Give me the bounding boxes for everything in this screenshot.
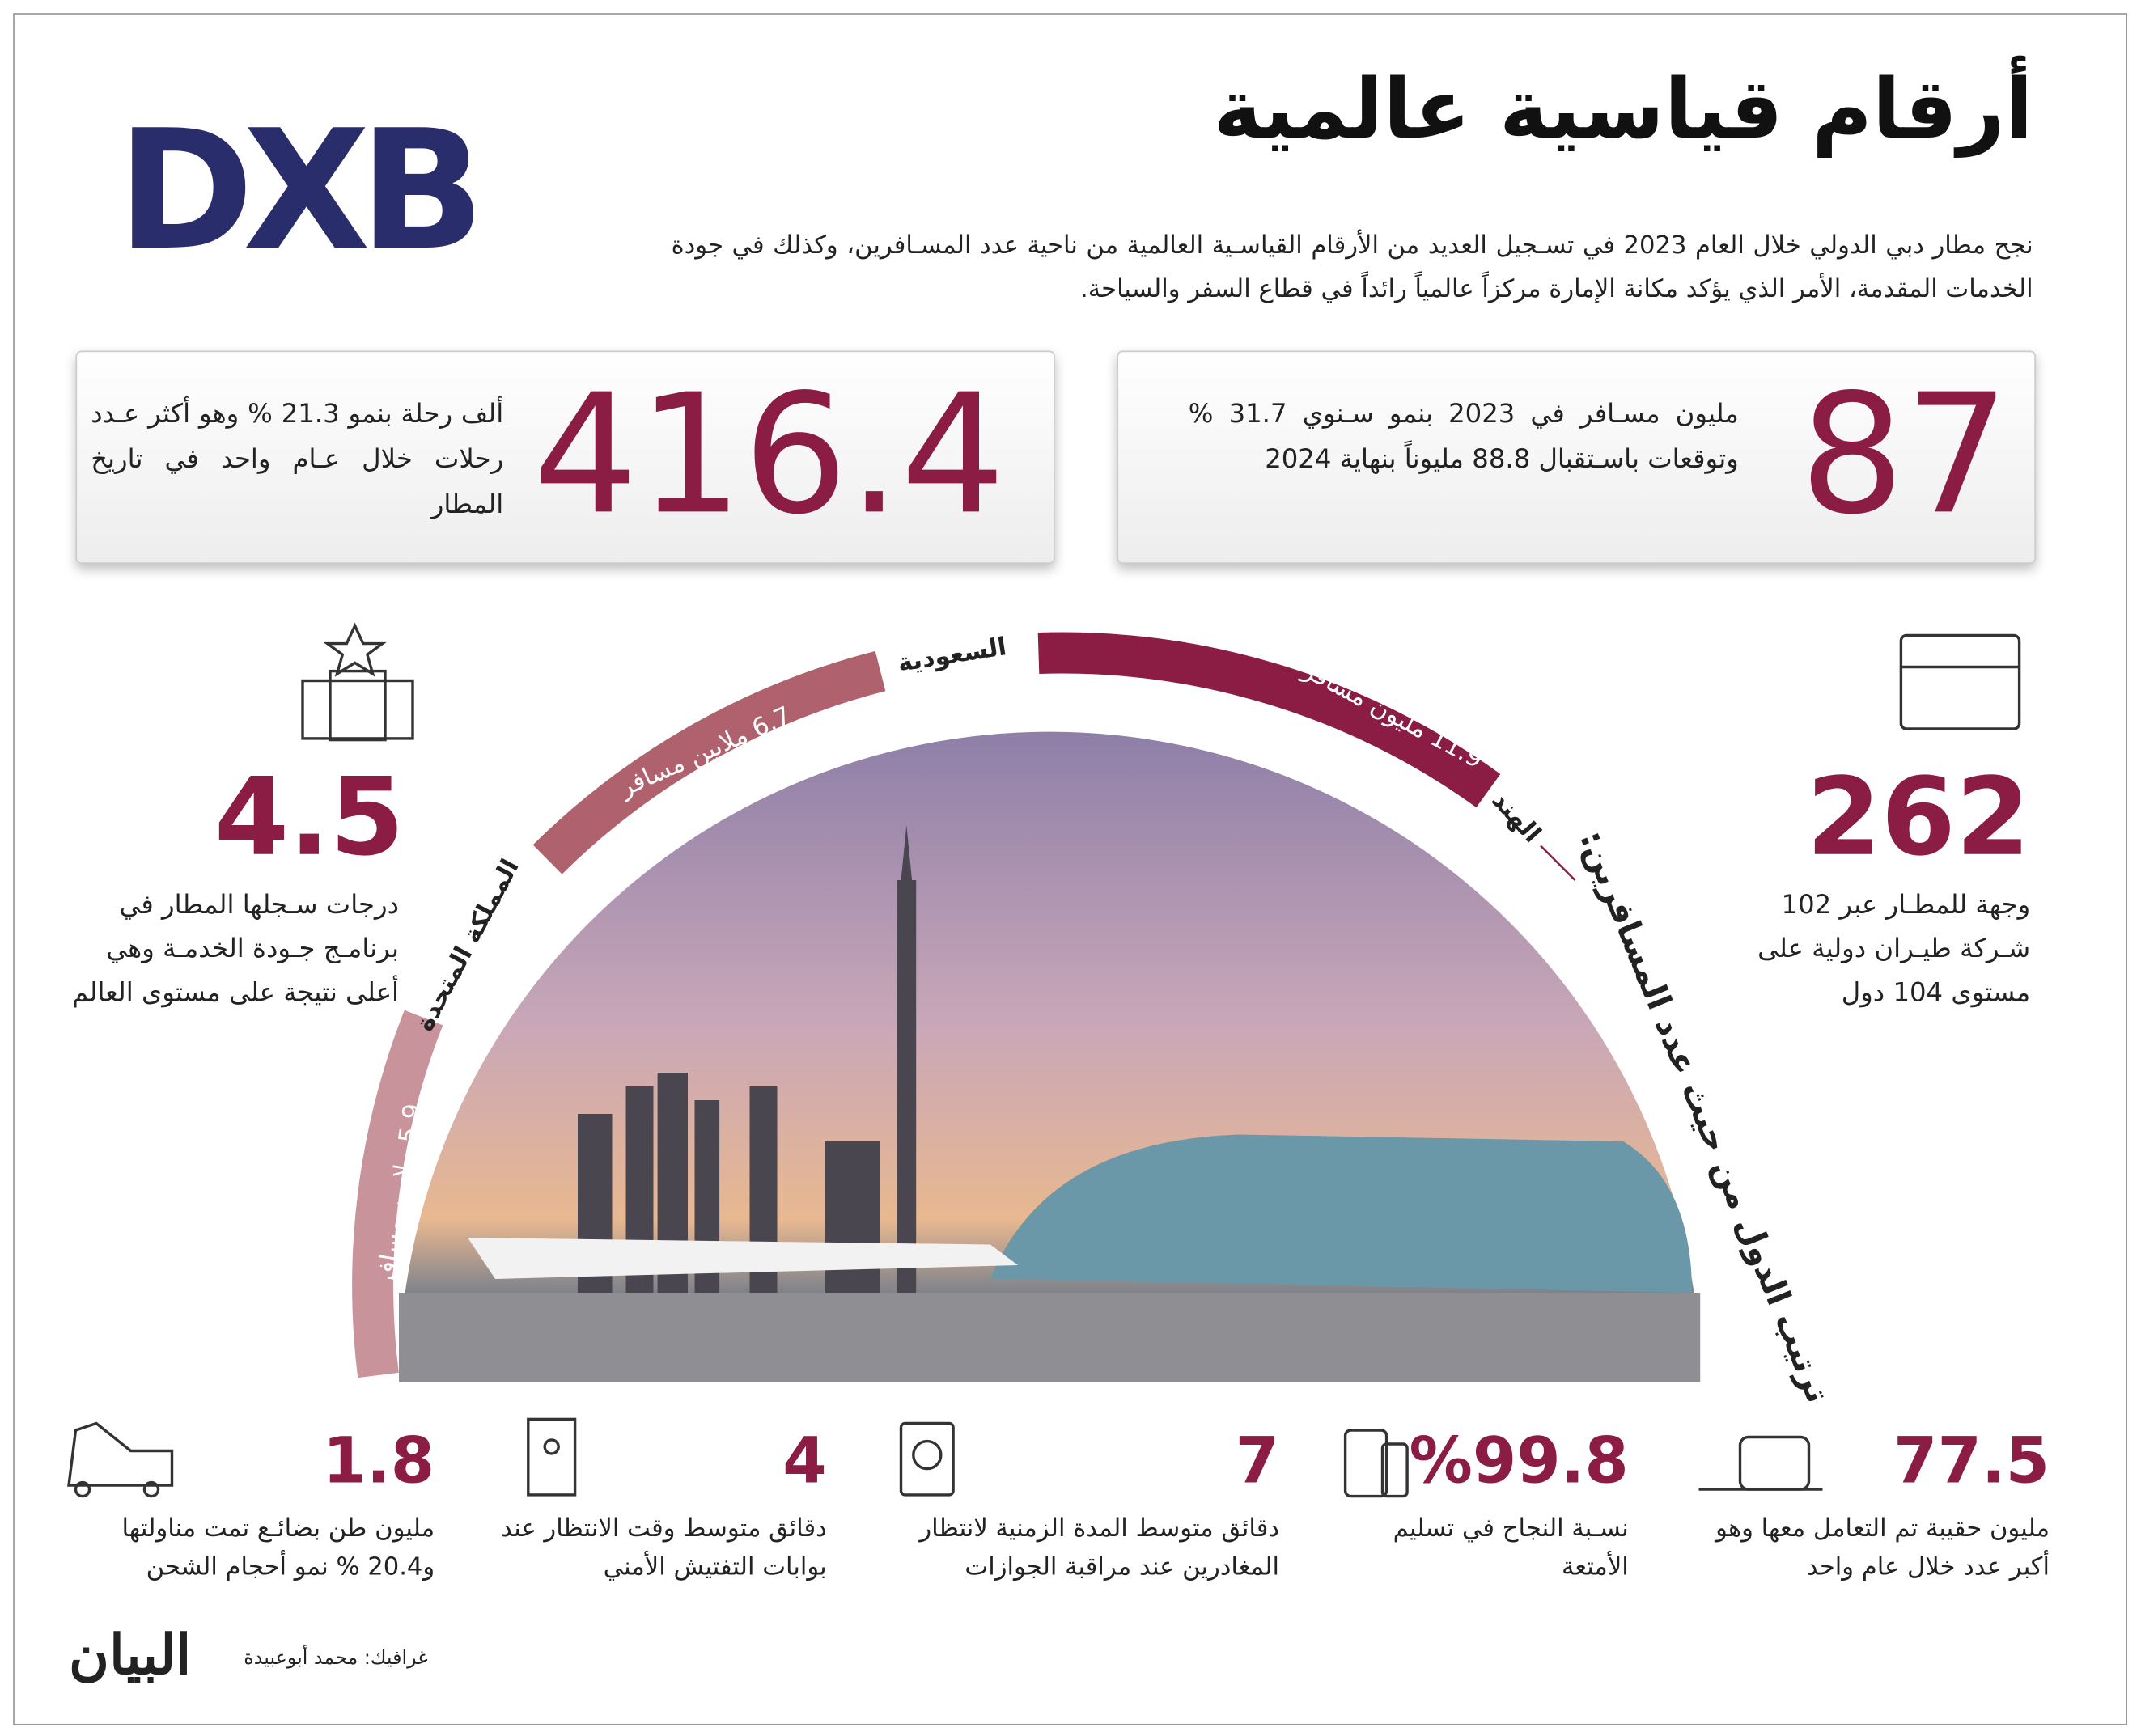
stat-text: دقائق متوسط وقت الانتظار عند بوابات التف… bbox=[501, 1514, 827, 1581]
border bbox=[13, 13, 2128, 1725]
brand: البيان bbox=[69, 1623, 192, 1687]
highlight-value: 416.4 bbox=[532, 360, 1006, 552]
arc-india bbox=[1037, 632, 1501, 808]
stat-value: 77.5 bbox=[1893, 1423, 2050, 1498]
highlight-card bbox=[75, 350, 1055, 564]
arc-saudi bbox=[532, 650, 886, 874]
title: أرقام قياسية عالمية bbox=[1213, 61, 2033, 159]
arc-uk bbox=[352, 1010, 443, 1378]
stat-text: نسـبة النجاح في تسليم الأمتعة bbox=[1393, 1514, 1629, 1581]
ranking-country: السعودية bbox=[896, 633, 1008, 678]
ranking-country: المملكة المتحدة bbox=[410, 854, 524, 1035]
stat-value: 4 bbox=[782, 1423, 827, 1498]
logo: DXB bbox=[117, 96, 485, 288]
highlight-card bbox=[1117, 350, 2036, 564]
credit: غرافيك: محمد أبوعبيدة bbox=[244, 1647, 428, 1670]
stat-value: 1.8 bbox=[322, 1423, 435, 1498]
stat-value: 4.5 bbox=[214, 756, 405, 880]
stat-text: دقائق متوسط المدة الزمنية لانتظار المغاد… bbox=[919, 1514, 1279, 1581]
ranking-label: 6.7 ملايين مسافر bbox=[613, 701, 795, 803]
stat-text: مليون طن بضائـع تمت مناولتها و20.4 % نمو… bbox=[121, 1514, 435, 1581]
highlight-text: ألف رحلة بنمو 21.3 % وهو أكثر عـدد رحلات… bbox=[91, 399, 504, 520]
apron bbox=[399, 1293, 1701, 1382]
highlight-text: مليون مسـافر في 2023 بنمو سـنوي 31.7 % و… bbox=[1188, 399, 1739, 475]
terminal bbox=[990, 1134, 1692, 1293]
stat-value: 262 bbox=[1806, 756, 2031, 880]
highlight-value: 87 bbox=[1800, 360, 2010, 552]
icons bbox=[67, 622, 2021, 1498]
stat-text: درجات سـجلها المطار في برنامـج جـودة الخ… bbox=[72, 889, 400, 1009]
intro: نجح مطار دبي الدولي خلال العام 2023 في ت… bbox=[671, 231, 2033, 304]
ranking-country: الهند bbox=[1486, 786, 1545, 849]
stat-text: وجهة للمطـار عبر 102 شـركة طيـران دولية … bbox=[1757, 889, 2031, 1009]
stat-value: %99.8 bbox=[1409, 1423, 1629, 1498]
arrow bbox=[1540, 845, 1576, 881]
stat-text: مليون حقيبة تم التعامل معها وهو أكبر عدد… bbox=[1715, 1514, 2050, 1581]
airplane bbox=[468, 1238, 1018, 1279]
stat-value: 7 bbox=[1235, 1423, 1279, 1498]
